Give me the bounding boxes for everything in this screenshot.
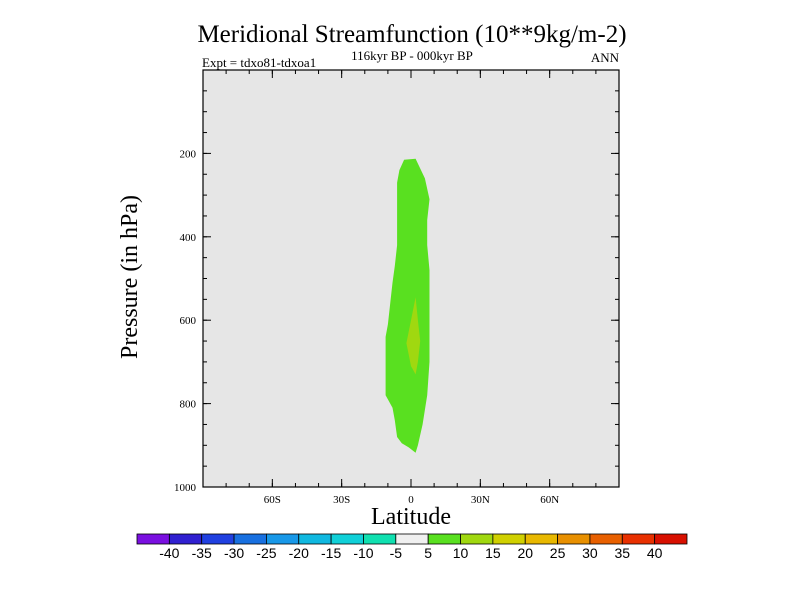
colorbar-label: 35 <box>615 545 631 561</box>
colorbar-swatch <box>589 533 623 545</box>
y-tick-label: 1000 <box>174 482 197 494</box>
colorbar-label: -35 <box>192 545 212 561</box>
contour-region-10-15 <box>406 297 421 375</box>
colorbar-swatch <box>460 533 494 545</box>
colorbar-label: 40 <box>647 545 663 561</box>
subtitle-center: 116kyr BP - 000kyr BP <box>351 48 473 63</box>
x-tick-label: 0 <box>408 494 414 506</box>
colorbar-label: -25 <box>256 545 276 561</box>
colorbar-swatch <box>266 533 300 545</box>
colorbar-swatch <box>395 533 429 545</box>
contour-regions <box>385 158 430 453</box>
colorbar-label: 10 <box>453 545 469 561</box>
colorbar-swatch <box>427 533 461 545</box>
colorbar-swatch <box>233 533 267 545</box>
colorbar-label: 25 <box>550 545 566 561</box>
colorbar-swatch <box>201 533 235 545</box>
chart-title: Meridional Streamfunction (10**9kg/m-2) <box>197 21 626 48</box>
colorbar-label: -20 <box>289 545 309 561</box>
colorbar-label: 5 <box>424 545 432 561</box>
colorbar-label: -5 <box>390 545 403 561</box>
colorbar-swatch <box>136 533 170 545</box>
colorbar-label: -40 <box>159 545 179 561</box>
colorbar-swatch <box>492 533 526 545</box>
colorbar-swatch <box>330 533 364 545</box>
colorbar-swatch <box>557 533 591 545</box>
x-tick-label: 30S <box>333 494 350 506</box>
colorbar-label: 15 <box>485 545 501 561</box>
subtitle-right: ANN <box>591 50 620 65</box>
axis-ticks: 60S 30S 0 30N 60N 200 400 600 800 1000 <box>174 70 620 506</box>
x-tick-label: 60S <box>264 494 281 506</box>
colorbar-swatch <box>654 533 688 545</box>
subtitle-left: Expt = tdxo81-tdxoa1 <box>202 55 316 70</box>
colorbar-swatch <box>298 533 332 545</box>
x-tick-label: 60N <box>540 494 559 506</box>
y-tick-label: 600 <box>180 315 197 327</box>
y-tick-label: 400 <box>180 232 197 244</box>
colorbar-swatch <box>168 533 203 545</box>
contour-region-5-10 <box>385 158 430 453</box>
y-tick-label: 200 <box>180 148 197 160</box>
colorbar-label: -15 <box>321 545 341 561</box>
colorbar-label: -30 <box>224 545 244 561</box>
x-tick-label: 30N <box>471 494 490 506</box>
x-axis-title: Latitude <box>371 504 451 530</box>
colorbar-label: 20 <box>517 545 533 561</box>
y-tick-label: 800 <box>180 399 197 411</box>
y-axis-title: Pressure (in hPa) <box>117 195 143 359</box>
colorbar-swatch <box>363 533 397 545</box>
colorbar: -40 -35 -30 -25 -20 -15 -10 -5 5 10 15 20 25 30 35 40 <box>136 533 688 561</box>
colorbar-swatch <box>621 533 656 545</box>
colorbar-swatch <box>524 533 558 545</box>
colorbar-label: -10 <box>353 545 373 561</box>
colorbar-label: 30 <box>582 545 598 561</box>
